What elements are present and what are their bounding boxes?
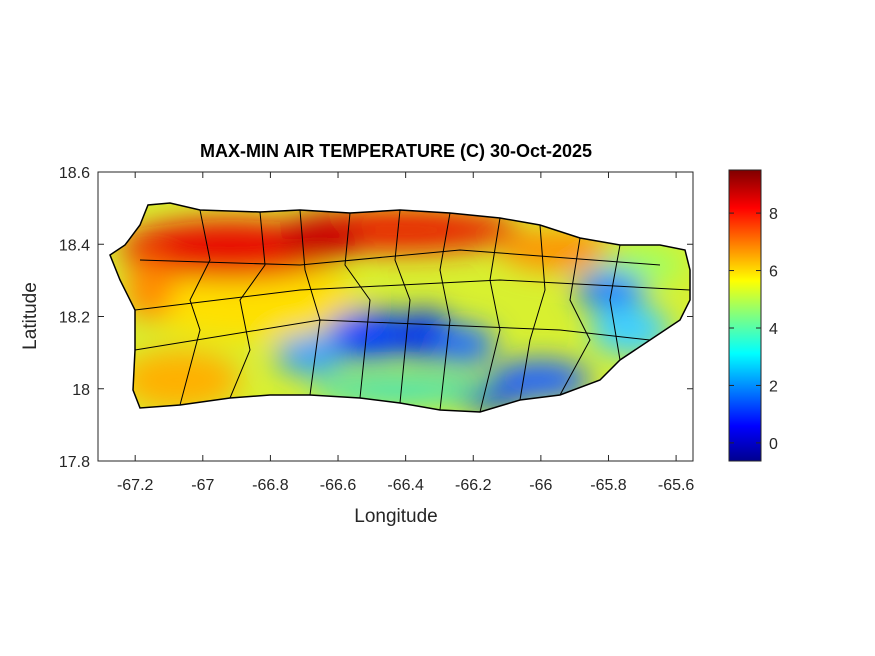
x-tick-label: -66 bbox=[529, 477, 552, 494]
colorbar-tick-label: 0 bbox=[769, 436, 778, 453]
x-tick-label: -67.2 bbox=[117, 477, 154, 494]
x-axis-label: Longitude bbox=[354, 506, 437, 527]
x-tick-label: -66.6 bbox=[320, 477, 357, 494]
y-tick-label: 18 bbox=[72, 382, 90, 399]
y-tick-label: 18.2 bbox=[59, 310, 90, 327]
chart-title: MAX-MIN AIR TEMPERATURE (C) 30-Oct-2025 bbox=[200, 141, 592, 161]
x-tick-label: -67 bbox=[191, 477, 214, 494]
colorbar bbox=[728, 169, 762, 462]
colorbar-tick-label: 4 bbox=[769, 321, 778, 338]
y-axis-label: Latitude bbox=[20, 282, 41, 350]
y-tick-label: 18.4 bbox=[59, 237, 90, 254]
colorbar-tick-label: 8 bbox=[769, 206, 778, 223]
x-tick-label: -65.6 bbox=[658, 477, 695, 494]
colorbar-tick-label: 2 bbox=[769, 378, 778, 395]
y-tick-label: 17.8 bbox=[59, 454, 90, 471]
x-tick-label: -66.4 bbox=[387, 477, 424, 494]
x-tick-label: -66.2 bbox=[455, 477, 492, 494]
y-tick-label: 18.6 bbox=[59, 165, 90, 182]
x-tick-label: -66.8 bbox=[252, 477, 289, 494]
x-tick-label: -65.8 bbox=[590, 477, 627, 494]
coastline bbox=[109, 202, 691, 413]
colorbar-tick-label: 6 bbox=[769, 264, 778, 281]
municipality-borders bbox=[134, 209, 691, 413]
